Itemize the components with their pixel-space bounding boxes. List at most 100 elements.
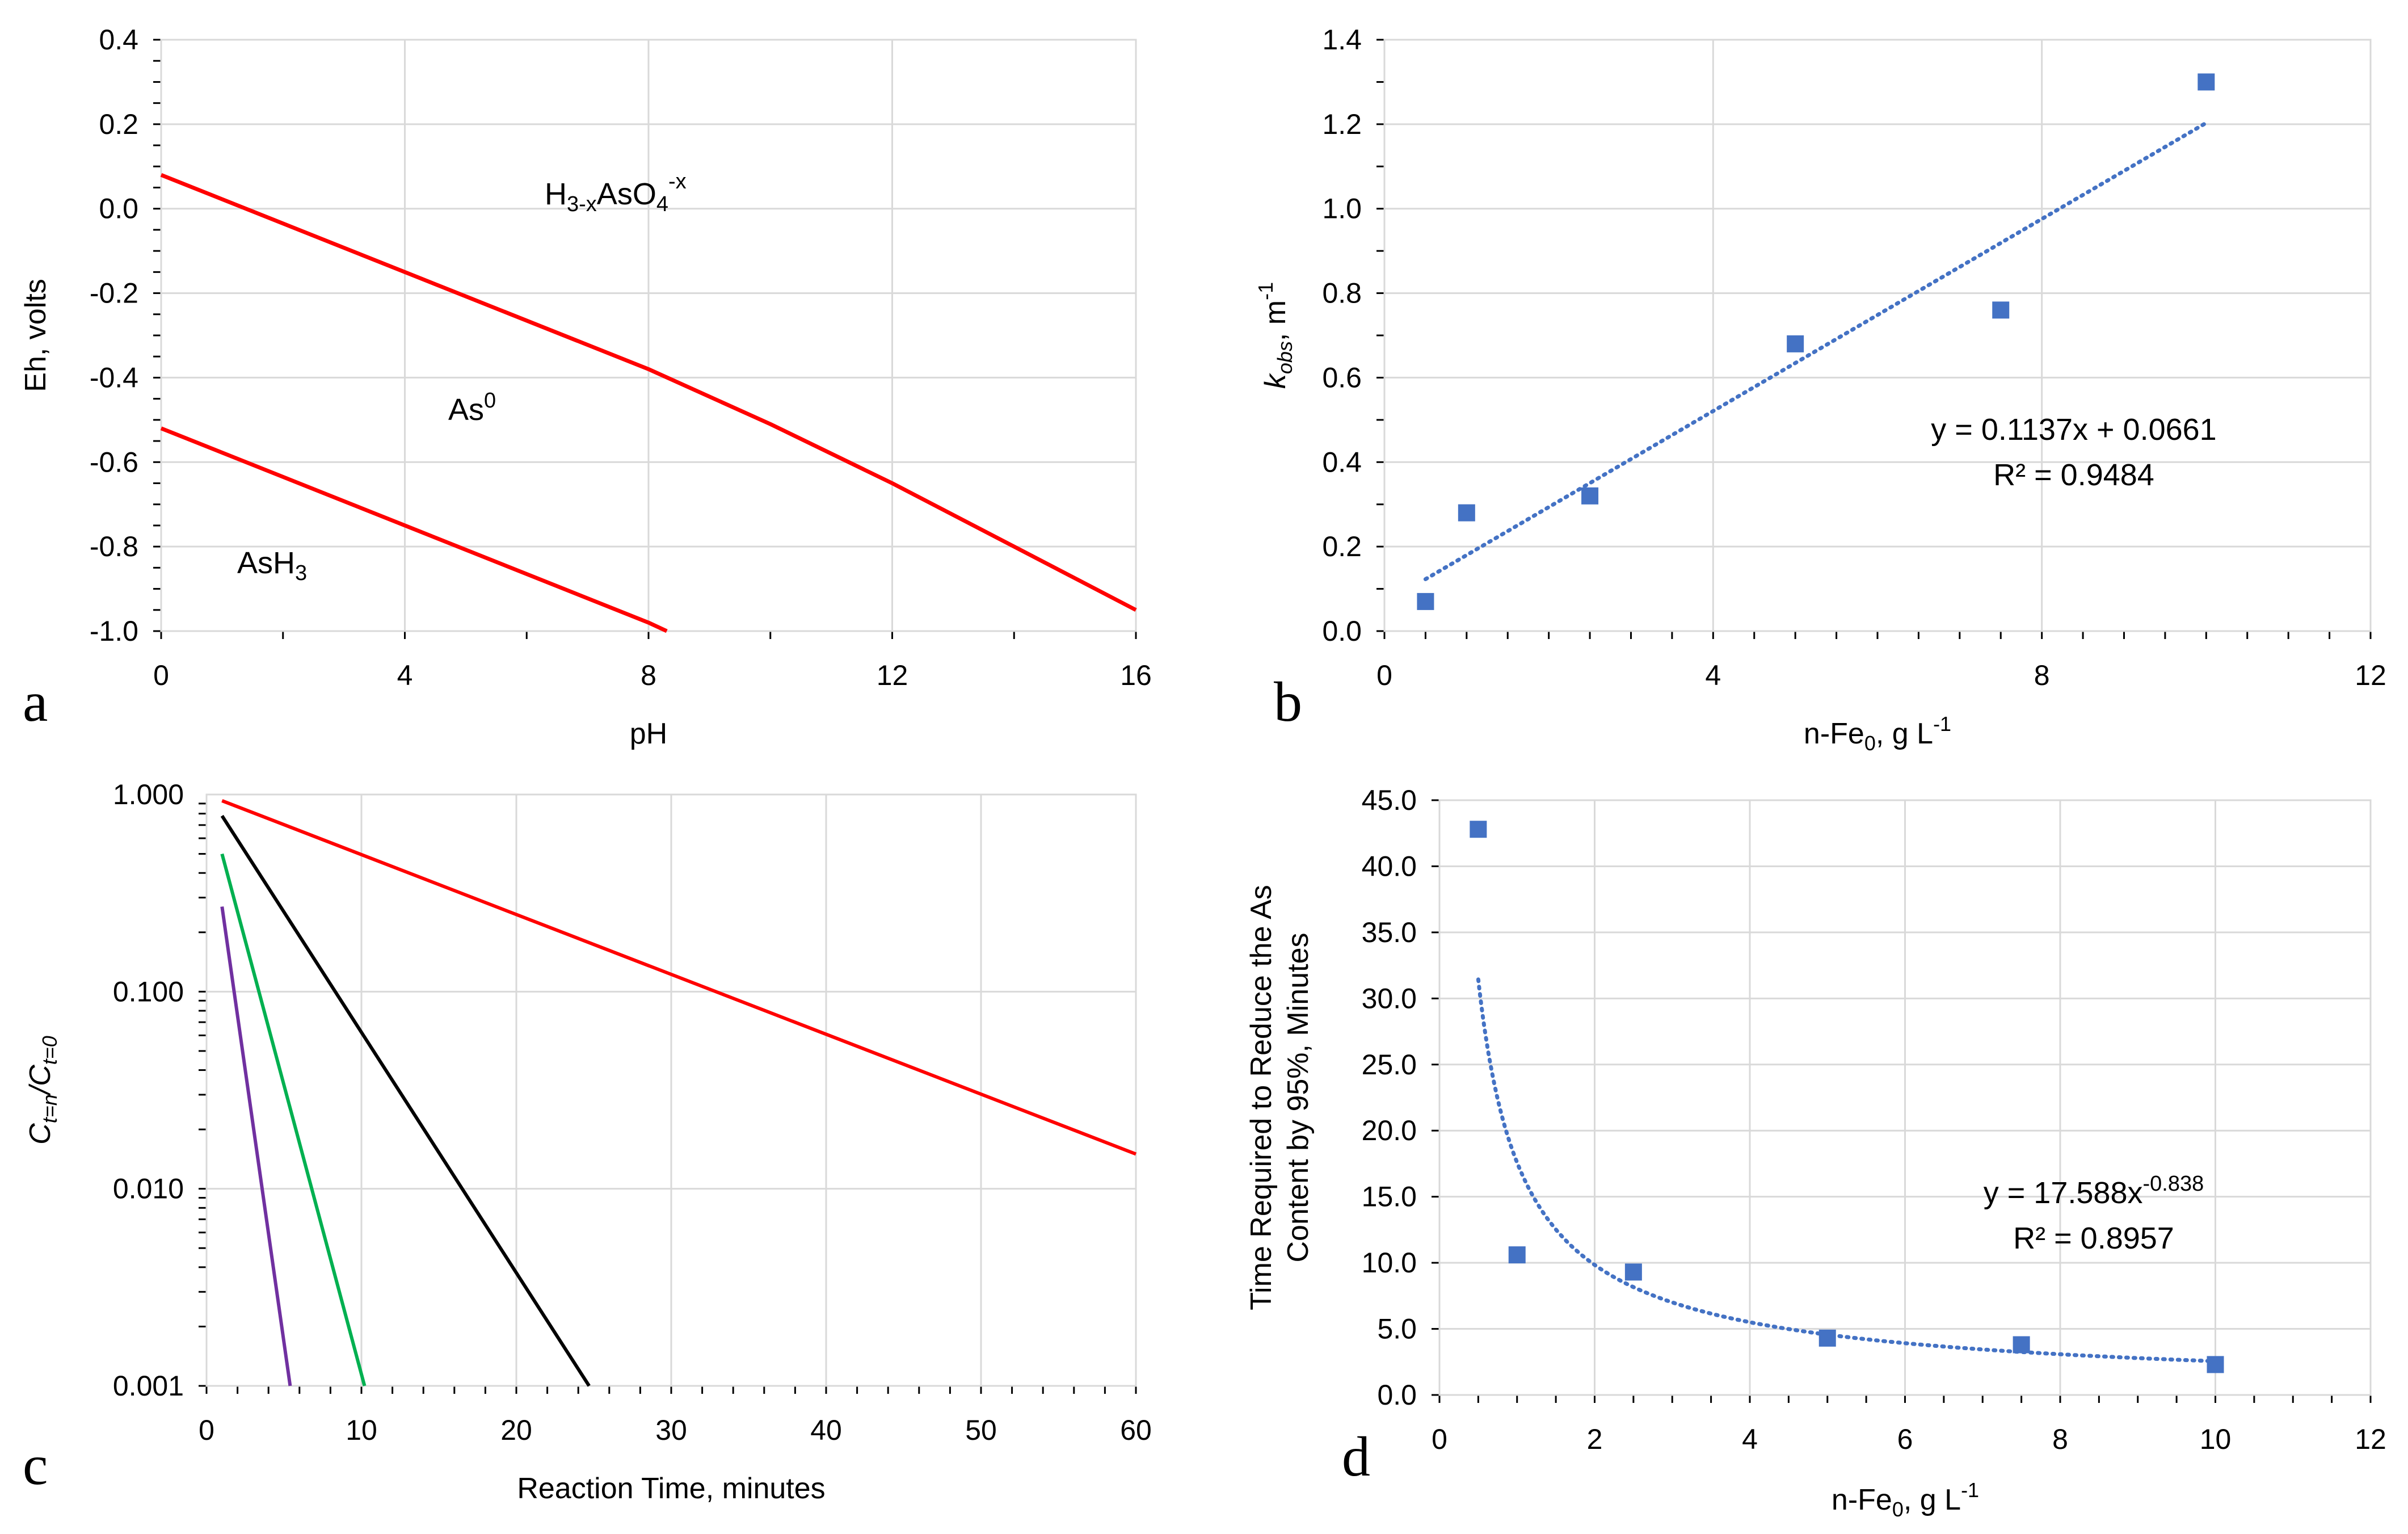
panel-d-y-axis-label-line1: Time Required to Reduce the As <box>1245 885 1278 1310</box>
panel-d-grid <box>1432 799 2372 1403</box>
panel-b-plot-frame <box>1383 39 2372 632</box>
panel-c-x-tick-label: 0 <box>199 1414 214 1446</box>
panel-c-y-tick-label: 0.100 <box>113 976 184 1007</box>
chart-panel-d: 0 2 4 6 8 10 12 45.0 40.0 35.0 30.0 25.0 20.0 15.0 10… <box>1245 784 2386 1521</box>
chart-panel-b: 0 4 8 12 1.4 1.2 1.0 0.8 0.6 0.4 0.2 0.0 n-Fe0, g … <box>1254 24 2386 755</box>
panel-a-y-tick-label: -0.4 <box>90 362 138 393</box>
panel-c-x-tick-label: 50 <box>965 1414 997 1446</box>
linear-trendline <box>1423 121 2208 581</box>
panel-a-y-tick-label: -1.0 <box>90 615 138 647</box>
power-trendline <box>1476 977 2217 1363</box>
panel-d-y-tick-label: 15.0 <box>1362 1181 1417 1213</box>
panel-a-y-ticks: 0.4 0.2 0.0 -0.2 -0.4 -0.6 -0.8 -1.0 <box>90 24 138 647</box>
panel-b-y-tick-label: 0.6 <box>1322 362 1362 393</box>
panel-letter-d: d <box>1342 1425 1370 1488</box>
decay-line-purple <box>220 906 292 1386</box>
region-label-arsenate: H3-xAsO4-x <box>545 170 687 216</box>
panel-letter-b: b <box>1274 670 1302 733</box>
panel-c-x-ticks: 0 10 20 30 40 50 60 <box>199 1414 1152 1446</box>
panel-b-y-ticks: 1.4 1.2 1.0 0.8 0.6 0.4 0.2 0.0 <box>1322 24 1362 647</box>
panel-b-y-tick-label: 1.4 <box>1322 24 1362 56</box>
data-point <box>1818 1329 1836 1347</box>
panel-a-plot-frame <box>160 39 1137 632</box>
data-point <box>1458 504 1475 522</box>
boundary-line-1 <box>160 173 1137 612</box>
panel-d-trend-equation: y = 17.588x-0.838 <box>1984 1172 2204 1210</box>
panel-b-x-tick-label: 0 <box>1376 659 1392 691</box>
panel-c-x-axis-label: Reaction Time, minutes <box>517 1472 825 1505</box>
panel-a-y-tick-label: -0.8 <box>90 531 138 562</box>
panel-b-y-tick-label: 0.4 <box>1322 446 1362 478</box>
panel-a-x-tick-label: 16 <box>1120 659 1152 691</box>
panel-b-y-tick-label: 0.0 <box>1322 615 1362 647</box>
panel-c-y-tick-label: 0.010 <box>113 1173 184 1205</box>
data-point <box>1470 821 1487 838</box>
panel-d-x-tick-label: 6 <box>1897 1423 1913 1455</box>
data-point <box>1581 487 1599 505</box>
panel-a-grid <box>153 39 1137 639</box>
panel-b-x-tick-label: 12 <box>2355 659 2386 691</box>
panel-d-y-tick-label: 40.0 <box>1362 850 1417 882</box>
decay-line-black <box>220 814 591 1387</box>
panel-c-x-tick-label: 10 <box>346 1414 377 1446</box>
panel-a-x-tick-label: 12 <box>877 659 908 691</box>
panel-d-x-tick-label: 8 <box>2052 1423 2068 1455</box>
panel-d-y-ticks: 45.0 40.0 35.0 30.0 25.0 20.0 15.0 10.0 5.0 0.0 <box>1362 784 1417 1411</box>
panel-c-y-tick-label: 0.001 <box>113 1370 184 1402</box>
panel-b-y-axis-label: kobs, m-1 <box>1254 282 1296 389</box>
panel-letter-c: c <box>23 1434 48 1497</box>
panel-d-y-tick-label: 35.0 <box>1362 917 1417 948</box>
panel-d-y-tick-label: 45.0 <box>1362 784 1417 816</box>
panel-d-x-ticks: 0 2 4 6 8 10 12 <box>1432 1423 2386 1455</box>
data-point <box>1992 301 2010 319</box>
panel-c-series <box>220 799 1137 1387</box>
panel-b-x-ticks: 0 4 8 12 <box>1376 659 2386 691</box>
panel-c-x-tick-label: 40 <box>810 1414 842 1446</box>
panel-d-y-tick-label: 20.0 <box>1362 1115 1417 1146</box>
panel-d-y-axis-label-line2: Content by 95%, Minutes <box>1282 933 1315 1263</box>
panel-b-trend-equation: y = 0.1137x + 0.0661 <box>1931 413 2216 447</box>
panel-d-x-axis-label: n-Fe0, g L-1 <box>1832 1478 1979 1521</box>
region-label-arsenic: As0 <box>448 389 496 427</box>
panel-d-x-tick-label: 10 <box>2200 1423 2232 1455</box>
chart-panel-a: 0 4 8 12 16 0.4 0.2 0.0 -0.2 -0.4 -0.6 -0.8 -1.0 pH… <box>19 24 1152 750</box>
panel-b-series <box>1417 73 2215 610</box>
panel-c-grid <box>199 793 1137 1394</box>
panel-d-x-tick-label: 2 <box>1587 1423 1603 1455</box>
data-point <box>2207 1356 2224 1373</box>
boundary-line-2 <box>160 426 668 633</box>
panel-a-y-tick-label: 0.2 <box>99 108 138 140</box>
panel-c-x-tick-label: 20 <box>500 1414 532 1446</box>
panel-c-x-tick-label: 30 <box>655 1414 687 1446</box>
panel-d-y-tick-label: 30.0 <box>1362 982 1417 1014</box>
panel-b-x-axis-label: n-Fe0, g L-1 <box>1804 712 1951 755</box>
chart-panel-c: 0 10 20 30 40 50 60 1.000 0.100 0.010 0.001 React… <box>23 779 1152 1505</box>
data-point <box>1508 1246 1526 1264</box>
panel-a-x-tick-label: 8 <box>641 659 656 691</box>
panel-c-y-axis-label: Ct=n/Ct=0 <box>24 1036 61 1145</box>
panel-c-y-tick-label: 1.000 <box>113 779 184 810</box>
panel-d-x-tick-label: 0 <box>1432 1423 1447 1455</box>
panel-b-x-tick-label: 8 <box>2034 659 2050 691</box>
panel-a-x-tick-label: 4 <box>397 659 413 691</box>
panel-a-y-tick-label: 0.4 <box>99 24 138 56</box>
panel-b-grid <box>1376 39 2372 639</box>
panel-b-r-squared: R² = 0.9484 <box>1993 458 2154 492</box>
panel-d-y-tick-label: 5.0 <box>1377 1313 1417 1345</box>
panel-b-y-tick-label: 1.0 <box>1322 193 1362 225</box>
panel-d-series <box>1470 821 2224 1373</box>
panel-c-y-ticks: 1.000 0.100 0.010 0.001 <box>113 779 184 1402</box>
panel-letter-a: a <box>23 670 48 733</box>
panel-b-y-tick-label: 1.2 <box>1322 108 1362 140</box>
panel-a-x-axis-label: pH <box>630 717 667 750</box>
panel-b-y-tick-label: 0.2 <box>1322 531 1362 562</box>
panel-a-y-tick-label: -0.2 <box>90 278 138 309</box>
panel-d-r-squared: R² = 0.8957 <box>2013 1221 2174 1255</box>
panel-a-y-tick-label: 0.0 <box>99 193 138 225</box>
decay-line-red <box>221 799 1137 1156</box>
data-point <box>1417 592 1434 610</box>
panel-d-plot-frame <box>1438 799 2372 1396</box>
panel-c-plot-frame <box>205 793 1137 1387</box>
panel-a-y-axis-label: Eh, volts <box>19 279 52 392</box>
